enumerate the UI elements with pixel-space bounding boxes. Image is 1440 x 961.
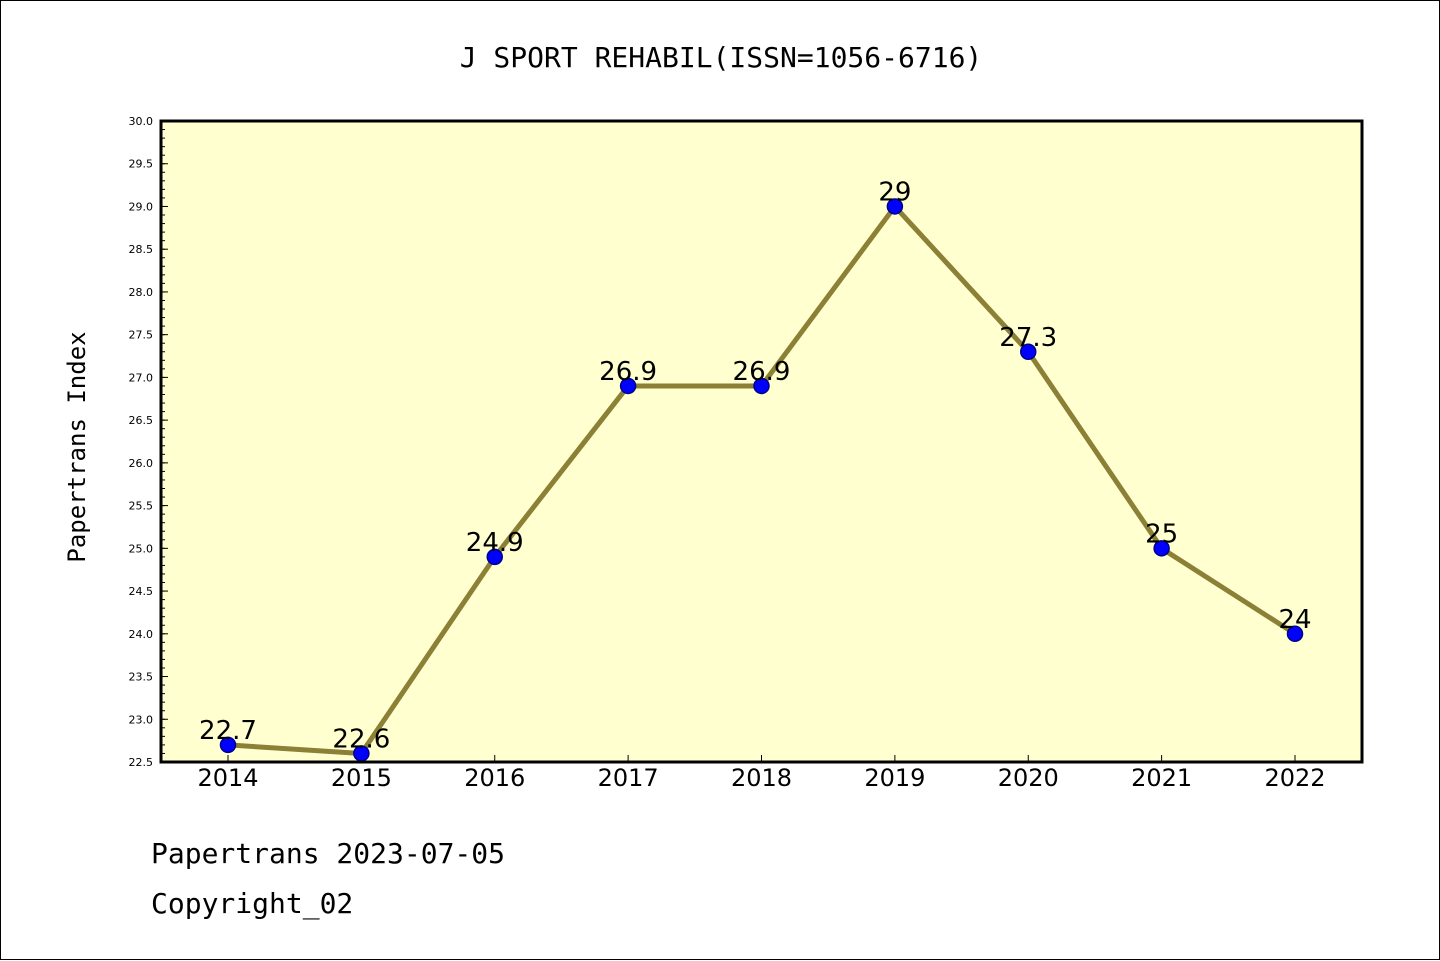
x-tick-label: 2016 <box>464 764 525 792</box>
y-tick-label: 23.5 <box>129 671 154 684</box>
y-tick-label: 28.0 <box>129 286 154 299</box>
data-label: 25 <box>1145 519 1178 549</box>
data-point <box>753 377 770 395</box>
x-axis: 2014 2015 2016 2017 2018 2019 2020 2021 2022 <box>197 755 1326 792</box>
chart-title: J SPORT REHABIL(ISSN=1056-6716) <box>460 41 983 74</box>
x-tick-label: 2014 <box>197 764 258 792</box>
data-label: 29 <box>878 177 911 207</box>
data-point <box>619 377 637 395</box>
data-label: 24.9 <box>466 528 524 558</box>
y-tick-label: 29.5 <box>129 158 154 171</box>
data-point <box>1286 625 1304 643</box>
x-tick-label: 2018 <box>731 764 792 792</box>
data-label: 22.7 <box>199 716 257 746</box>
y-tick-label: 26.0 <box>129 457 154 470</box>
y-tick-label: 23.0 <box>129 713 154 726</box>
x-tick-label: 2019 <box>864 764 925 792</box>
plot-border <box>159 119 1364 764</box>
data-label: 26.9 <box>599 357 657 387</box>
y-tick-label: 26.5 <box>129 414 154 427</box>
y-tick-label: 30.0 <box>129 115 154 128</box>
data-label: 22.6 <box>332 724 390 754</box>
x-tick-label: 2021 <box>1131 764 1192 792</box>
data-point <box>219 736 237 754</box>
y-tick-label: 25.0 <box>129 542 154 555</box>
data-labels-group: 22.7 22.6 24.9 26.9 26.9 29 27.3 25 24 <box>199 177 1311 754</box>
y-tick-label: 24.0 <box>129 628 154 641</box>
data-point <box>1020 343 1037 361</box>
x-tick-label: 2022 <box>1264 764 1325 792</box>
data-label: 27.3 <box>999 323 1057 353</box>
y-tick-label: 22.5 <box>129 756 154 769</box>
data-label: 26.9 <box>733 357 791 387</box>
y-axis-label: Papertrans Index <box>63 331 91 562</box>
data-point <box>1153 540 1170 557</box>
x-tick-label: 2020 <box>998 764 1059 792</box>
footer-copyright-text: Copyright_02 <box>151 887 354 920</box>
y-tick-label: 28.5 <box>129 243 154 256</box>
x-tick-label: 2017 <box>598 764 659 792</box>
y-tick-label: 27.5 <box>129 329 154 342</box>
y-tick-label: 27.0 <box>129 371 154 384</box>
data-point <box>886 198 904 215</box>
x-tick-label: 2015 <box>331 764 392 792</box>
y-tick-label: 29.0 <box>129 200 154 213</box>
plot-area <box>161 121 1362 762</box>
data-point <box>486 548 503 566</box>
y-tick-label: 25.5 <box>129 500 154 513</box>
footer-date-text: Papertrans 2023-07-05 <box>151 837 506 870</box>
y-tick-label: 24.5 <box>129 585 154 598</box>
data-label: 24 <box>1278 605 1311 635</box>
y-axis: 22.5 23.0 23.5 24.0 24.5 25.0 25.5 26.0 26.5 27.0… <box>129 115 168 769</box>
